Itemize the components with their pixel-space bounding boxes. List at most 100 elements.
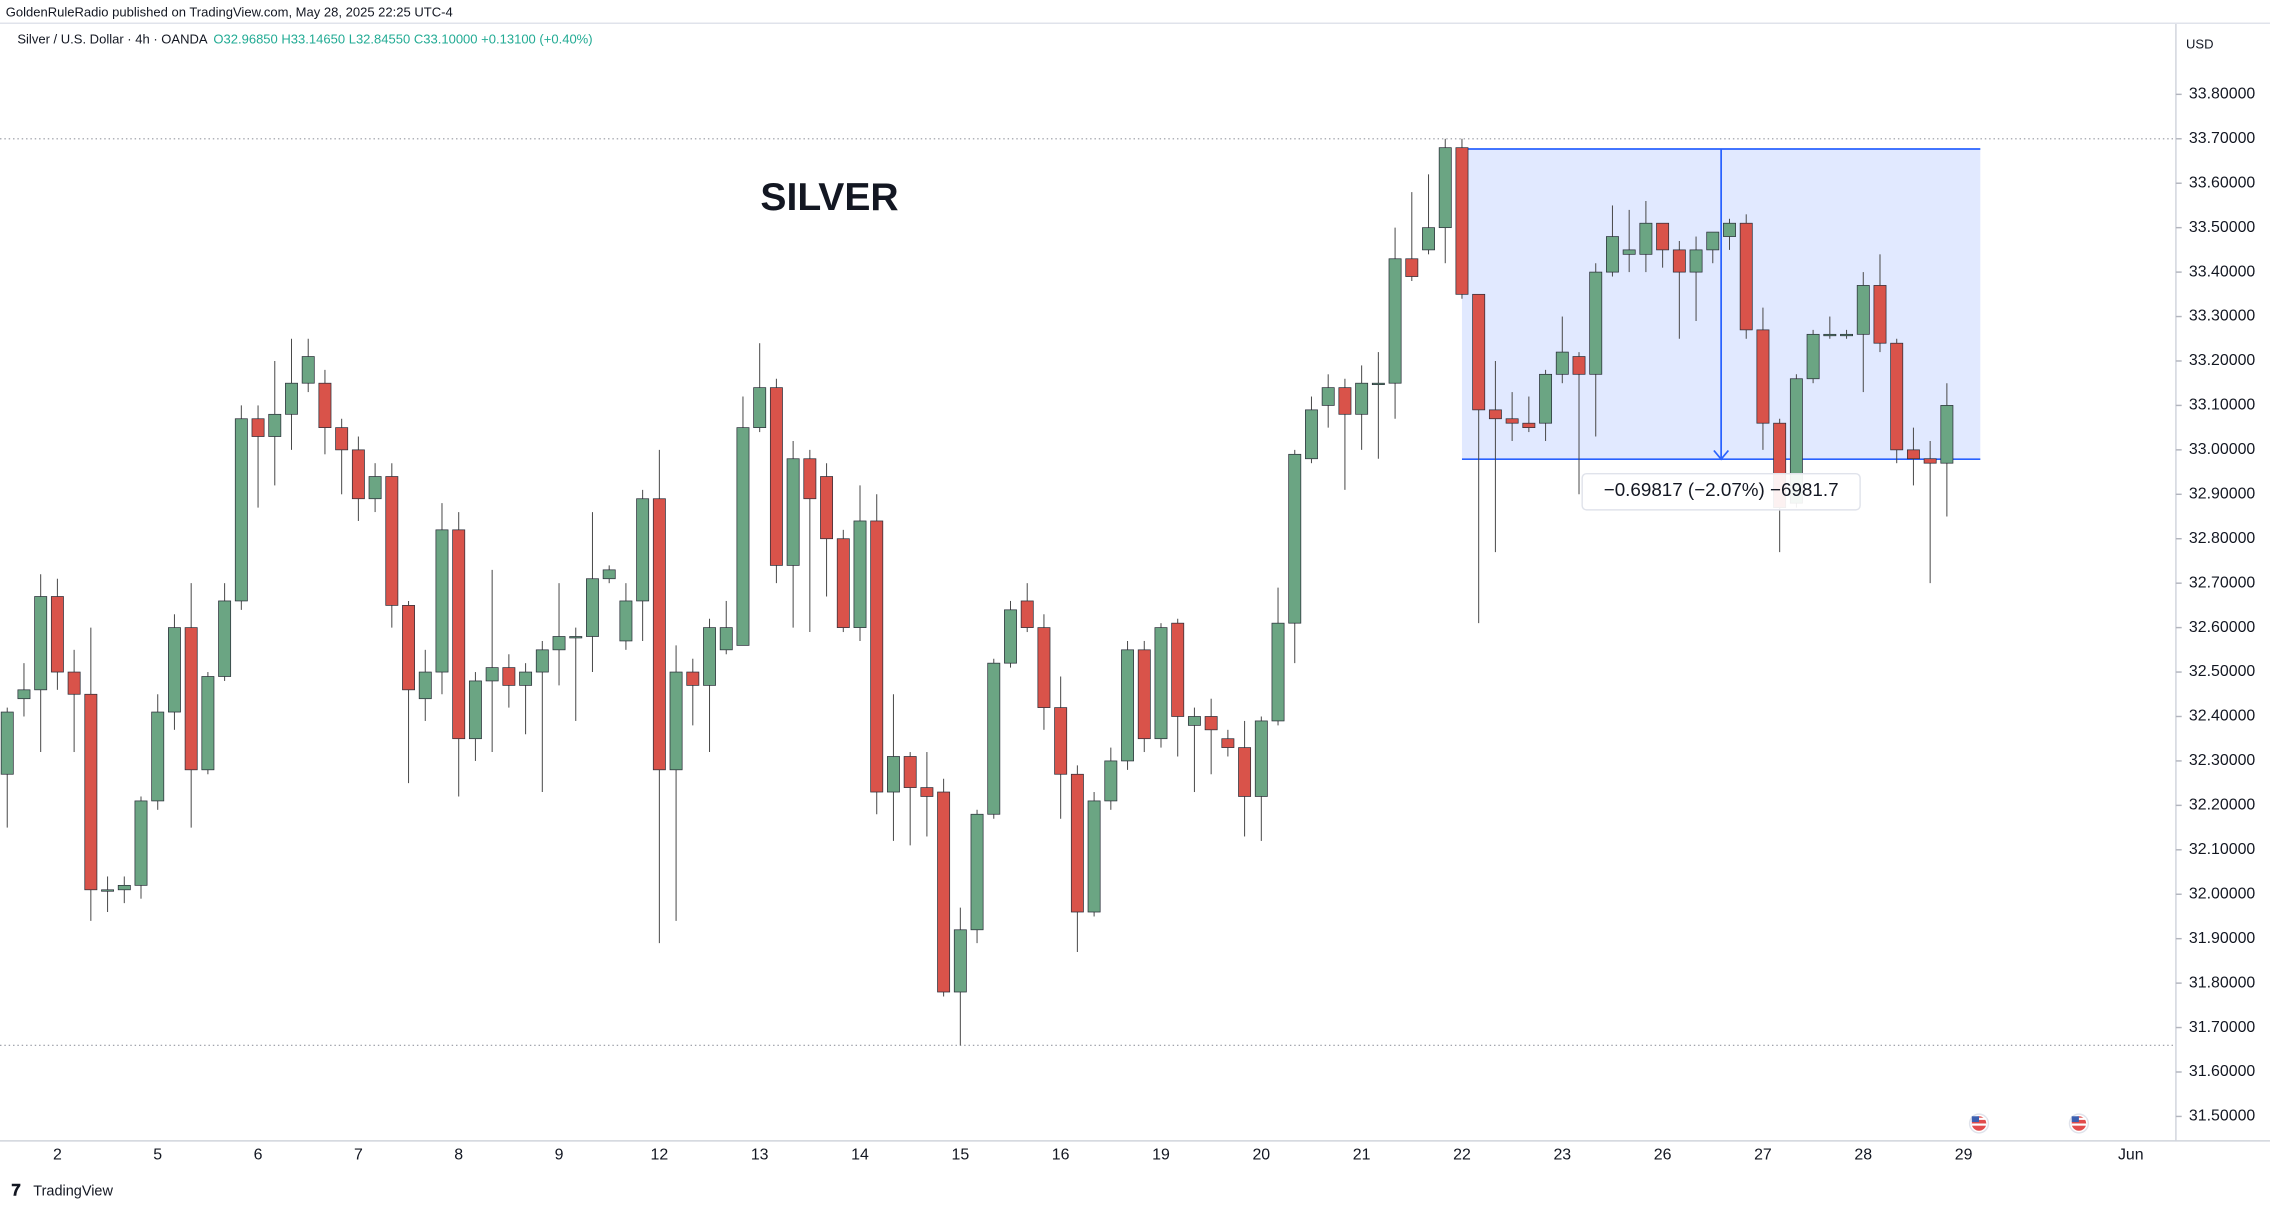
candle-body <box>1873 285 1887 344</box>
candle-body <box>1070 773 1084 913</box>
x-tick-label: 9 <box>555 1147 564 1164</box>
candle-body <box>1371 382 1385 386</box>
candle-body <box>1606 236 1619 273</box>
candle-body <box>1137 649 1151 740</box>
candle-body <box>1388 258 1402 384</box>
candle-body <box>335 427 349 451</box>
candle-body <box>301 356 315 384</box>
y-tick-label: 33.50000 <box>2189 219 2255 236</box>
legend-symbol: Silver / U.S. Dollar · 4h · OANDA <box>17 32 208 47</box>
candle-body <box>619 600 633 642</box>
y-tick-label: 32.40000 <box>2189 708 2255 725</box>
candle-body <box>1906 449 1920 460</box>
candle-body <box>1672 249 1686 273</box>
candle-body <box>34 596 48 691</box>
x-tick-label: 20 <box>1252 1147 1270 1164</box>
candle-body <box>853 520 867 628</box>
x-tick-label: 15 <box>951 1147 969 1164</box>
candle-body <box>1054 707 1068 775</box>
y-tick-label: 33.80000 <box>2189 86 2255 103</box>
candle-body <box>201 676 215 771</box>
candle-body <box>435 529 449 673</box>
candle-body <box>418 671 432 700</box>
x-tick-label: 26 <box>1654 1147 1672 1164</box>
candle-body <box>285 382 298 415</box>
y-tick-label: 32.80000 <box>2189 530 2255 547</box>
candle-body <box>1856 285 1870 335</box>
candle-body <box>1840 333 1853 337</box>
candle-body <box>485 667 499 682</box>
y-tick-label: 32.60000 <box>2189 619 2255 636</box>
candle-body <box>1154 627 1168 740</box>
currency-label: USD <box>2186 36 2213 51</box>
candle-body <box>1639 222 1653 255</box>
candle-body <box>1338 387 1352 415</box>
candle-body <box>1756 329 1770 424</box>
candle-body <box>703 627 716 686</box>
candle-body <box>0 711 14 775</box>
candle-body <box>1689 249 1703 273</box>
candle-body <box>1405 258 1419 277</box>
candle-body <box>218 600 232 677</box>
candle-body <box>686 671 700 686</box>
candle-body <box>1121 649 1134 762</box>
candle-body <box>168 627 181 713</box>
candle-body <box>50 596 64 673</box>
candle-body <box>1321 387 1335 406</box>
candle-body <box>719 627 733 651</box>
candle-body <box>1823 333 1837 337</box>
y-tick-label: 33.60000 <box>2189 174 2255 191</box>
candle-body <box>1020 600 1034 628</box>
candle-body <box>1422 227 1435 251</box>
candle-body <box>1187 716 1201 726</box>
x-tick-label: 16 <box>1052 1147 1070 1164</box>
candle-body <box>1087 800 1101 913</box>
candle-body <box>786 458 800 566</box>
y-tick-label: 33.00000 <box>2189 441 2255 458</box>
y-tick-label: 32.10000 <box>2189 841 2255 858</box>
x-tick-label: 21 <box>1353 1147 1371 1164</box>
candle-body <box>753 387 767 428</box>
candle-body <box>920 787 934 797</box>
y-tick-label: 33.70000 <box>2189 130 2255 147</box>
x-tick-label: 19 <box>1152 1147 1170 1164</box>
candle-body <box>1505 418 1519 424</box>
plot-area: −0.69817 (−2.07%) −6981.7 <box>0 138 2176 1046</box>
y-tick-label: 33.10000 <box>2189 397 2255 414</box>
x-tick-label: 14 <box>851 1147 869 1164</box>
y-tick-label: 31.70000 <box>2189 1019 2255 1036</box>
candle-body <box>502 667 516 686</box>
candle-body <box>1555 351 1569 375</box>
candle-body <box>586 578 599 637</box>
y-tick-label: 31.60000 <box>2189 1063 2255 1080</box>
y-tick-label: 31.90000 <box>2189 930 2255 947</box>
candle-body <box>1254 720 1268 797</box>
y-tick-label: 32.90000 <box>2189 485 2255 502</box>
candle-body <box>1305 409 1318 460</box>
candle-body <box>468 680 482 740</box>
candle-body <box>1656 222 1670 251</box>
candle-body <box>84 693 98 891</box>
candle-body <box>1572 356 1586 375</box>
candle-body <box>870 520 884 793</box>
candle-body <box>1739 222 1753 331</box>
x-tick-label: 28 <box>1854 1147 1872 1164</box>
chart-title: SILVER <box>760 176 898 219</box>
candle-body <box>1438 147 1452 229</box>
candle-body <box>234 418 248 602</box>
candle-body <box>1890 342 1904 451</box>
y-tick-label: 32.30000 <box>2189 752 2255 769</box>
candle-body <box>1522 422 1536 428</box>
candle-body <box>937 791 951 993</box>
brand: 𝟕 TradingView <box>12 1183 114 1200</box>
range-label: −0.69817 (−2.07%) −6981.7 <box>1604 479 1839 500</box>
candle-body <box>452 529 466 740</box>
event-flag <box>1968 1113 1990 1134</box>
x-tick-label: 23 <box>1553 1147 1571 1164</box>
candle-body <box>1037 627 1051 708</box>
candle-body <box>1589 271 1603 375</box>
x-tick-label: 5 <box>153 1147 162 1164</box>
